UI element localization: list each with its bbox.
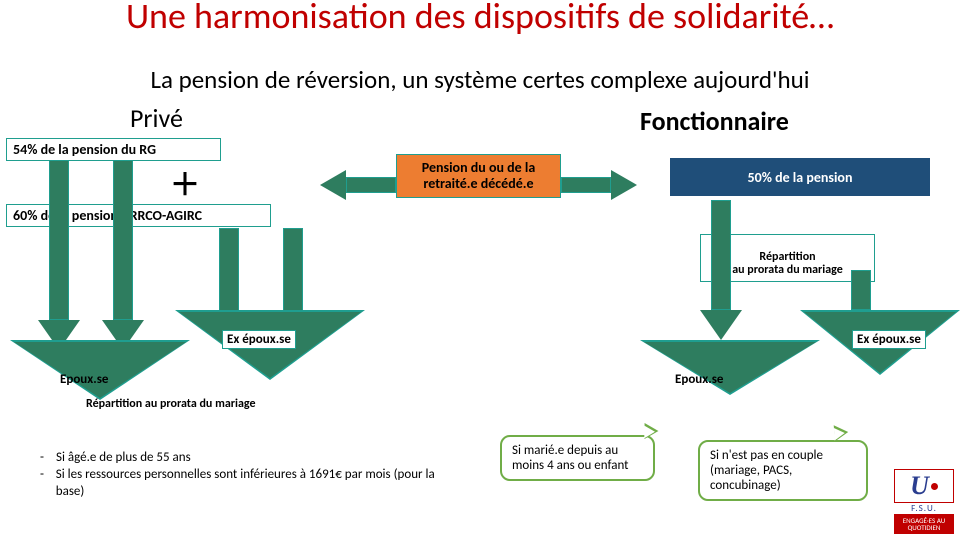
slide-subtitle: La pension de réversion, un système cert… — [0, 64, 960, 95]
pension-box-label: Pension du ou de la retraité.e décédé.e — [397, 160, 560, 192]
conditions-left: -Si âgé.e de plus de 55 ans -Si les ress… — [40, 450, 460, 501]
bubble-right-text: Si n'est pas en couple (mariage, PACS, c… — [710, 448, 823, 493]
col-header-prive: Privé — [130, 102, 183, 134]
tri-epoux-right-label: Epoux.se — [675, 372, 723, 387]
logo-top: U — [894, 469, 954, 503]
bubble-right: Si n'est pas en couple (mariage, PACS, c… — [698, 440, 868, 501]
band-rg-label: 54% de la pension du RG — [13, 141, 156, 158]
repartition-right-text: Répartition au prorata du mariage — [732, 250, 843, 277]
logo-bottom: ENGAGÉ·ES AU QUOTIDIEN — [894, 514, 954, 534]
col-left-label: Privé — [130, 102, 183, 134]
col-header-fonctionnaire: Fonctionnaire — [640, 105, 789, 137]
arrow-down-r1 — [700, 200, 742, 340]
band-rg: 54% de la pension du RG — [6, 138, 221, 161]
subtitle-text: La pension de réversion, un système cert… — [150, 64, 809, 95]
pension-box: Pension du ou de la retraité.e décédé.e — [396, 154, 561, 198]
plus-icon: ＋ — [170, 160, 200, 204]
epoux-left-text: Epoux.se — [60, 372, 108, 387]
tri-exepoux-left-label: Ex époux.se — [222, 330, 296, 349]
epoux-right-text: Epoux.se — [675, 372, 723, 387]
exepoux-left-text: Ex époux.se — [227, 332, 291, 347]
bubble-mid: Si marié.e depuis au moins 4 ans ou enfa… — [500, 435, 655, 481]
tri-exepoux-right-label: Ex époux.se — [852, 330, 926, 349]
arrow-left-from-pension — [320, 170, 396, 200]
exepoux-right-text: Ex époux.se — [857, 332, 921, 347]
fifty-box-label: 50% de la pension — [748, 169, 853, 186]
cond-left-b2: Si les ressources personnelles sont infé… — [56, 467, 460, 501]
tri-epoux-left-label: Epoux.se — [60, 372, 108, 387]
bubble-mid-text: Si marié.e depuis au moins 4 ans ou enfa… — [512, 443, 629, 473]
logo-org: F.S.U. — [894, 503, 954, 514]
arrow-down-l2 — [102, 160, 144, 350]
fsu-logo: U F.S.U. ENGAGÉ·ES AU QUOTIDIEN — [894, 469, 954, 534]
arrow-down-l1 — [38, 160, 80, 350]
col-right-label: Fonctionnaire — [640, 105, 789, 137]
slide-title: Une harmonisation des dispositifs de sol… — [0, 0, 960, 38]
title-text: Une harmonisation des dispositifs de sol… — [126, 0, 834, 38]
logo-u: U — [910, 471, 929, 501]
cond-left-b1: Si âgé.e de plus de 55 ans — [56, 450, 191, 467]
fifty-box: 50% de la pension — [670, 158, 930, 196]
arrow-right-from-pension — [561, 170, 637, 200]
logo-bottom-text: ENGAGÉ·ES AU QUOTIDIEN — [903, 516, 946, 532]
